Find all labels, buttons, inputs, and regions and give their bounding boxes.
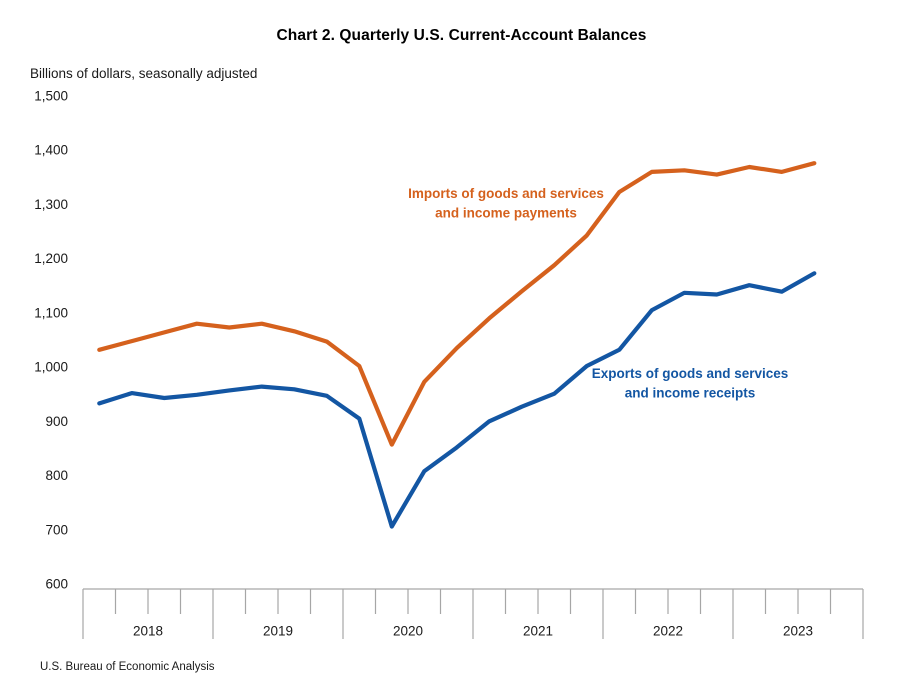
imports-series-label: Imports of goods and services and income … [408, 186, 604, 221]
source-note: U.S. Bureau of Economic Analysis [40, 661, 215, 673]
y-axis-tick-label: 1,400 [34, 143, 68, 158]
chart-title: Chart 2. Quarterly U.S. Current-Account … [276, 27, 647, 44]
y-axis-tick-label: 1,300 [34, 197, 68, 212]
x-axis-year-label: 2019 [263, 624, 293, 639]
y-axis-tick-label: 1,000 [34, 360, 68, 375]
y-axis-tick-label: 800 [45, 468, 68, 483]
y-axis-tick-label: 1,200 [34, 251, 68, 266]
exports-line [97, 271, 817, 529]
x-axis-year-label: 2023 [783, 624, 813, 639]
x-axis-year-label: 2020 [393, 624, 423, 639]
y-axis-tick-label: 900 [45, 414, 68, 429]
exports-series-label: Exports of goods and services and income … [592, 366, 789, 401]
y-axis-units-label: Billions of dollars, seasonally adjusted [30, 66, 258, 81]
y-axis-tick-label: 700 [45, 522, 68, 537]
x-axis-year-label: 2018 [133, 624, 163, 639]
y-axis-tick-label: 1,500 [34, 89, 68, 104]
imports-line [97, 161, 817, 447]
y-axis-tick-label: 600 [45, 577, 68, 592]
x-axis-year-label: 2021 [523, 624, 553, 639]
x-axis-year-label: 2022 [653, 624, 683, 639]
y-axis-tick-label: 1,100 [34, 305, 68, 320]
